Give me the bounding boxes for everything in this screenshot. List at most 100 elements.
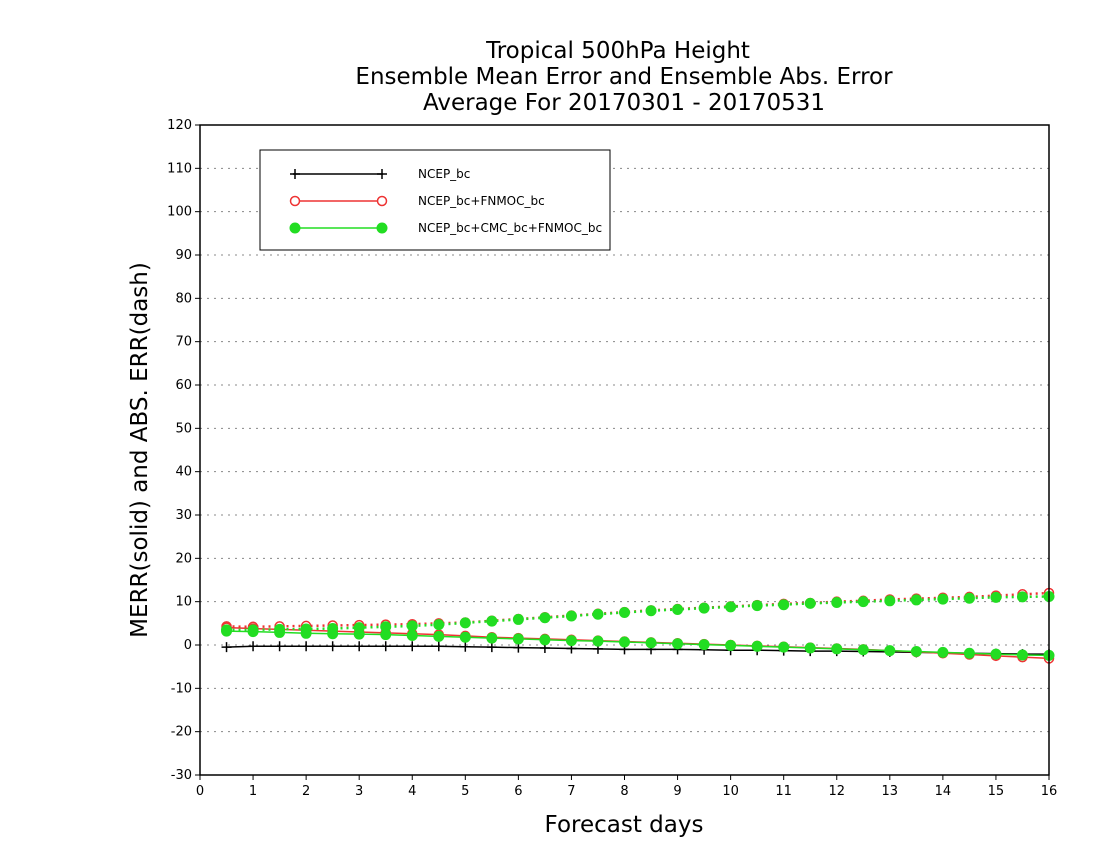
merr-point: [460, 641, 471, 652]
legend-marker: [290, 169, 300, 179]
x-tick-label: 11: [775, 784, 792, 799]
y-tick-label: 70: [175, 335, 192, 350]
merr-point: [619, 636, 630, 648]
abs-err-point: [910, 594, 922, 606]
abs-err-point: [804, 597, 816, 609]
abs-err-point: [672, 603, 684, 615]
y-tick-label: -20: [171, 725, 192, 740]
y-axis-title: MERR(solid) and ABS. ERR(dash): [127, 262, 153, 638]
merr-point: [672, 638, 684, 650]
abs-err-point: [486, 615, 498, 627]
title-line-3: Average For 20170301 - 20170531: [423, 90, 825, 116]
merr-point: [857, 644, 869, 656]
merr-point: [937, 646, 949, 658]
abs-err-point: [1016, 591, 1028, 603]
series-2: [221, 590, 1055, 661]
merr-point: [406, 629, 418, 641]
merr-point: [698, 639, 710, 651]
x-tick-label: 6: [514, 784, 522, 799]
abs-err-point: [963, 592, 975, 604]
merr-point: [459, 631, 471, 643]
legend-box: [259, 149, 611, 251]
x-axis-title: Forecast days: [545, 812, 704, 838]
y-tick-label: 90: [175, 248, 192, 263]
merr-point: [592, 635, 604, 647]
merr-point: [645, 637, 657, 649]
title-line-1: Tropical 500hPa Height: [485, 38, 750, 64]
x-tick-label: 14: [935, 784, 952, 799]
x-tick-label: 4: [408, 784, 416, 799]
merr-point: [433, 630, 445, 642]
merr-point: [804, 642, 816, 654]
x-tick-label: 5: [461, 784, 469, 799]
y-tick-label: 20: [175, 551, 192, 566]
merr-point: [274, 626, 286, 638]
abs-err-point: [406, 620, 418, 632]
merr-point: [354, 641, 365, 652]
x-tick-label: 16: [1041, 784, 1058, 799]
merr-point: [300, 627, 312, 639]
legend-marker: [377, 169, 387, 179]
merr-point: [486, 632, 498, 644]
abs-err-point: [751, 600, 763, 612]
merr-point: [274, 641, 285, 652]
abs-err-point: [619, 607, 630, 618]
x-tick-label: 10: [722, 784, 739, 799]
x-tick-label: 3: [355, 784, 363, 799]
abs-err-point: [990, 591, 1002, 603]
legend-label: NCEP_bc+CMC_bc+FNMOC_bc: [418, 221, 602, 235]
y-tick-label: 80: [175, 291, 192, 306]
x-tick-label: 0: [196, 784, 204, 799]
abs-err-point: [698, 602, 710, 614]
merr-point: [301, 641, 312, 652]
y-tick-label: 100: [167, 205, 192, 220]
abs-err-point: [565, 610, 577, 622]
series-merr-line: [226, 630, 1050, 657]
chart-title: Tropical 500hPa Height Ensemble Mean Err…: [355, 38, 893, 116]
series-0: [221, 641, 1054, 660]
legend: NCEP_bc NCEP_bc+FNMOC_bc NCEP_bc+CMC_bc+FN…: [259, 149, 611, 251]
plot-series: [221, 587, 1055, 664]
merr-point: [884, 645, 896, 657]
merr-point: [831, 643, 843, 655]
abs-err-point: [592, 608, 604, 620]
abs-err-point: [645, 605, 657, 617]
abs-err-point: [884, 595, 896, 607]
abs-err-point: [459, 617, 471, 629]
y-tick-label: 50: [175, 421, 192, 436]
x-tick-label: 2: [302, 784, 310, 799]
y-tick-label: 10: [175, 595, 192, 610]
merr-point: [725, 639, 737, 651]
merr-point: [539, 634, 551, 646]
merr-point: [407, 641, 418, 652]
x-tick-label: 13: [882, 784, 899, 799]
abs-err-point: [778, 599, 790, 611]
series-abs-err-line: [226, 591, 1050, 629]
merr-point: [433, 641, 444, 652]
merr-point: [327, 641, 338, 652]
abs-err-point: [539, 612, 551, 624]
merr-point: [751, 640, 763, 652]
y-tick-label: -10: [171, 681, 192, 696]
legend-marker: [289, 222, 301, 234]
y-tick-label: 120: [167, 118, 192, 133]
abs-err-point: [433, 619, 445, 631]
merr-point: [247, 626, 259, 638]
merr-point: [512, 633, 524, 645]
merr-point: [327, 628, 339, 640]
title-line-2: Ensemble Mean Error and Ensemble Abs. Er…: [355, 64, 893, 90]
x-tick-label: 8: [620, 784, 628, 799]
legend-marker: [376, 195, 388, 207]
x-tick-label: 12: [828, 784, 845, 799]
legend-marker: [289, 195, 301, 207]
merr-point: [248, 641, 259, 652]
abs-err-point: [857, 596, 869, 608]
x-tick-label: 9: [673, 784, 681, 799]
y-tick-label: 110: [167, 161, 192, 176]
merr-point: [221, 642, 232, 653]
merr-point: [910, 646, 922, 657]
merr-point: [1016, 649, 1028, 661]
merr-point: [778, 641, 790, 653]
x-tick-label: 7: [567, 784, 575, 799]
